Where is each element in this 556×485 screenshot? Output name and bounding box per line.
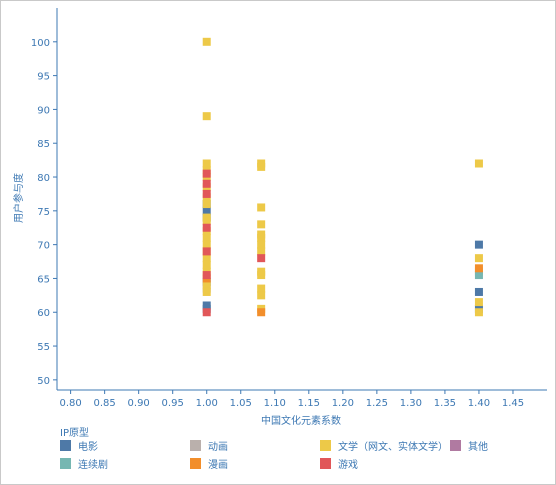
data-point	[474, 159, 483, 168]
data-point	[202, 206, 211, 215]
data-point	[257, 284, 266, 293]
x-tick-label: 1.30	[400, 398, 422, 409]
data-point	[257, 240, 266, 249]
legend-swatch	[60, 457, 71, 469]
x-tick-label: 1.25	[366, 398, 388, 409]
x-tick-label: 1.05	[230, 398, 252, 409]
legend-item: 文学（网文、实体文学）	[320, 438, 448, 453]
data-point	[202, 233, 211, 242]
data-point	[474, 308, 483, 317]
data-point	[202, 281, 211, 290]
y-tick-label: 100	[31, 38, 50, 49]
data-point	[202, 308, 211, 317]
data-point	[202, 223, 211, 232]
x-tick-label: 0.95	[162, 398, 184, 409]
data-point	[474, 240, 483, 249]
y-axis-title: 用户参与度	[12, 173, 25, 223]
legend-item: 游戏	[320, 456, 358, 471]
legend-label: 其他	[468, 441, 488, 453]
legend-label: 动画	[208, 441, 228, 453]
x-tick-label: 1.15	[298, 398, 320, 409]
data-point	[202, 112, 211, 121]
data-point	[257, 308, 266, 317]
y-tick-label: 50	[37, 376, 50, 387]
legend-swatch	[190, 439, 201, 451]
legend-swatch	[190, 457, 201, 469]
data-point	[202, 240, 211, 249]
chart-marks	[202, 37, 483, 317]
data-point	[474, 264, 483, 273]
data-point	[202, 37, 211, 46]
legend-item: 漫画	[190, 456, 228, 471]
y-tick-label: 75	[37, 207, 50, 218]
x-tick-label: 0.80	[59, 398, 81, 409]
data-point	[202, 254, 211, 263]
data-point	[202, 216, 211, 225]
x-tick-label: 0.90	[128, 398, 150, 409]
x-tick-label: 1.40	[468, 398, 490, 409]
y-tick-label: 70	[37, 241, 50, 252]
legend-swatch	[60, 439, 71, 451]
data-point	[257, 254, 266, 263]
legend-item: 动画	[190, 438, 228, 453]
legend-label: 漫画	[208, 459, 228, 471]
x-tick-label: 1.20	[332, 398, 354, 409]
data-point	[257, 233, 266, 242]
y-tick-label: 90	[37, 105, 50, 116]
legend-swatch	[320, 439, 331, 451]
y-tick-label: 95	[37, 72, 50, 83]
data-point	[202, 287, 211, 296]
x-tick-label: 1.10	[264, 398, 286, 409]
legend-swatch	[450, 439, 461, 451]
data-point	[474, 271, 483, 280]
legend-label: 连续剧	[78, 459, 108, 471]
x-tick-label: 1.00	[196, 398, 218, 409]
data-point	[257, 291, 266, 300]
x-axis-title: 中国文化元素系数	[261, 414, 341, 427]
x-tick-label: 0.85	[94, 398, 116, 409]
legend-title: IP原型	[60, 428, 89, 439]
legend-item: 连续剧	[60, 456, 108, 471]
x-tick-label: 1.45	[502, 398, 524, 409]
data-point	[202, 169, 211, 178]
y-tick-label: 80	[37, 173, 50, 184]
y-tick-label: 65	[37, 274, 50, 285]
data-point	[257, 271, 266, 280]
data-point	[202, 247, 211, 256]
legend: IP原型 电影 动画 文学（网文、实体文学） 其他连续剧 漫画 游戏	[60, 424, 540, 476]
data-point	[202, 200, 211, 209]
y-tick-label: 55	[37, 342, 50, 353]
data-point	[257, 247, 266, 256]
y-tick-label: 60	[37, 308, 50, 319]
legend-item: 电影	[60, 438, 98, 453]
data-point	[474, 254, 483, 263]
legend-label: 电影	[78, 441, 98, 453]
data-point	[202, 189, 211, 198]
legend-item: 其他	[450, 438, 488, 453]
data-point	[474, 287, 483, 296]
data-point	[202, 159, 211, 168]
axes: 0.80 0.85 0.90 0.95 1.00 1.05 1.10 1.15 1.20 1.25…	[31, 8, 547, 409]
data-point	[202, 179, 211, 188]
data-point	[257, 162, 266, 171]
legend-swatch	[320, 457, 331, 469]
x-tick-label: 1.35	[434, 398, 456, 409]
data-point	[257, 203, 266, 212]
data-point	[257, 220, 266, 229]
data-point	[474, 298, 483, 307]
legend-label: 游戏	[338, 459, 358, 471]
y-tick-label: 85	[37, 139, 50, 150]
data-point	[202, 271, 211, 280]
legend-label: 文学（网文、实体文学）	[338, 441, 448, 453]
data-point	[202, 260, 211, 269]
